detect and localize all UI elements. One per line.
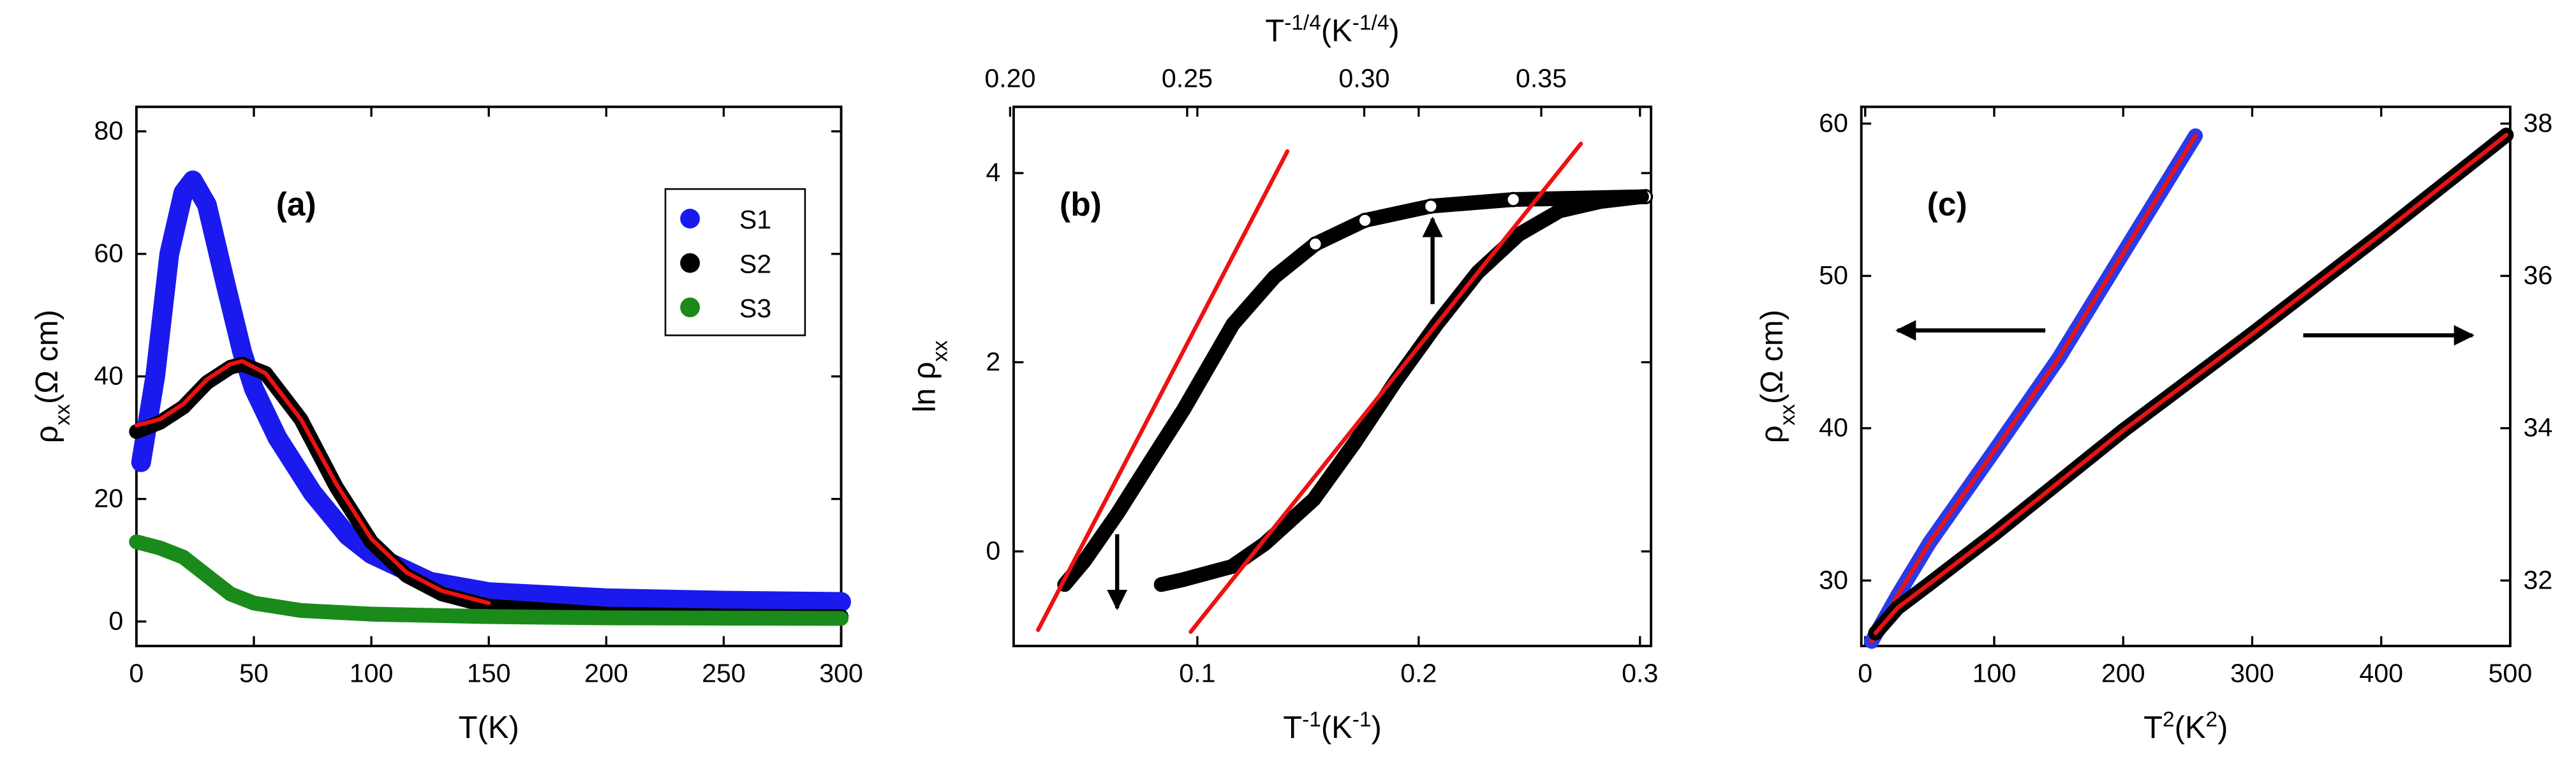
tick-label: 400 xyxy=(2359,659,2403,688)
tick-label: 200 xyxy=(2101,659,2145,688)
label-part: xx xyxy=(928,340,952,362)
y-axis-label: ln ρxx xyxy=(907,340,952,412)
data-series xyxy=(1057,189,1653,592)
tick-label: 80 xyxy=(94,116,123,146)
tick-label: 40 xyxy=(1819,413,1848,442)
tick-label: 30 xyxy=(1819,565,1848,594)
tick-label: 2 xyxy=(986,347,1000,376)
x-axis-label: T(K) xyxy=(459,710,519,745)
tick-label: 50 xyxy=(1819,260,1848,290)
x-axis-label: T-1(K-1) xyxy=(1283,708,1382,746)
tick-label: 36 xyxy=(2523,260,2552,290)
tick-label: 500 xyxy=(2489,659,2533,688)
fit-line xyxy=(1873,133,2509,635)
tick-label: 0 xyxy=(129,659,144,688)
label-part: 2 xyxy=(2206,708,2218,732)
tick-label: 32 xyxy=(2523,565,2552,594)
plot-frame xyxy=(1860,105,2512,647)
label-part: -1 xyxy=(1302,708,1321,732)
label-part: (Ω cm) xyxy=(30,310,64,404)
tick-label: 0.20 xyxy=(984,63,1035,93)
data-series xyxy=(129,534,849,626)
tick-label: 150 xyxy=(467,659,511,688)
tick-label: 0.35 xyxy=(1516,63,1567,93)
panel-label: (a) xyxy=(276,185,316,222)
data-series xyxy=(1153,189,1649,592)
open-marker xyxy=(1307,236,1323,252)
tick-label: 250 xyxy=(702,659,746,688)
tick-label: 0.2 xyxy=(1400,659,1437,688)
panel-label: (c) xyxy=(1927,185,1967,222)
tick-label: 0.25 xyxy=(1162,63,1213,93)
tick-label: 0 xyxy=(108,606,123,636)
tick-label: 0.30 xyxy=(1338,63,1389,93)
label-part: -1/4 xyxy=(1352,11,1389,34)
data-series xyxy=(131,170,852,612)
tick-label: 100 xyxy=(1973,659,2017,688)
label-part: T xyxy=(2143,710,2163,745)
legend-label: S3 xyxy=(739,294,771,323)
label-part: xx xyxy=(1776,404,1800,426)
label-part: -1 xyxy=(1352,708,1372,732)
tick-label: 0 xyxy=(986,536,1000,566)
x2-axis-label: T-1/4(K-1/4) xyxy=(1265,11,1399,49)
label-part: ln ρ xyxy=(907,362,942,412)
label-part: ρ xyxy=(30,425,64,443)
tick-label: 300 xyxy=(2230,659,2274,688)
label-part: -1/4 xyxy=(1284,11,1321,34)
tick-label: 20 xyxy=(94,484,123,513)
tick-label: 0.3 xyxy=(1622,659,1658,688)
tick-label: 40 xyxy=(94,361,123,391)
panel-label: (b) xyxy=(1060,185,1102,222)
fit-line xyxy=(134,359,491,606)
fit-line xyxy=(1036,149,1290,633)
tick-label: 60 xyxy=(94,239,123,268)
legend-marker xyxy=(680,253,700,273)
legend-marker xyxy=(680,297,700,317)
label-part: 2 xyxy=(2163,708,2175,732)
plot-frame xyxy=(1012,105,1653,647)
label-part: ) xyxy=(1372,710,1382,745)
tick-label: 0 xyxy=(1858,659,1872,688)
legend-label: S1 xyxy=(739,205,771,234)
y-axis-label: ρxx(Ω cm) xyxy=(30,310,75,443)
open-marker xyxy=(1423,198,1439,214)
label-part: (Ω cm) xyxy=(1755,310,1789,404)
tick-label: 50 xyxy=(239,659,269,688)
tick-label: 0.1 xyxy=(1179,659,1215,688)
label-part: ) xyxy=(1389,13,1399,48)
label-part: ) xyxy=(2217,710,2228,745)
legend-label: S2 xyxy=(739,249,771,278)
label-part: T(K) xyxy=(459,710,519,745)
open-marker xyxy=(1506,192,1521,207)
open-marker xyxy=(1357,213,1373,229)
fit-line xyxy=(1869,133,2198,644)
label-part: (K xyxy=(1321,710,1352,745)
tick-label: 200 xyxy=(584,659,628,688)
label-part: T xyxy=(1283,710,1302,745)
tick-label: 100 xyxy=(350,659,394,688)
tick-label: 60 xyxy=(1819,109,1848,138)
y-axis-label: ρxx(Ω cm) xyxy=(1755,310,1800,443)
tick-label: 34 xyxy=(2523,413,2552,442)
x-axis-label: T2(K2) xyxy=(2143,708,2228,746)
fit-line xyxy=(1188,141,1583,635)
tick-label: 300 xyxy=(819,659,863,688)
label-part: xx xyxy=(51,404,75,426)
label-part: ρ xyxy=(1755,425,1789,443)
legend-marker xyxy=(680,209,700,229)
tick-label: 38 xyxy=(2523,109,2552,138)
label-part: (K xyxy=(2175,710,2206,745)
label-part: T xyxy=(1265,13,1284,48)
data-series xyxy=(129,356,849,624)
tick-label: 4 xyxy=(986,158,1000,187)
label-part: (K xyxy=(1321,13,1352,48)
